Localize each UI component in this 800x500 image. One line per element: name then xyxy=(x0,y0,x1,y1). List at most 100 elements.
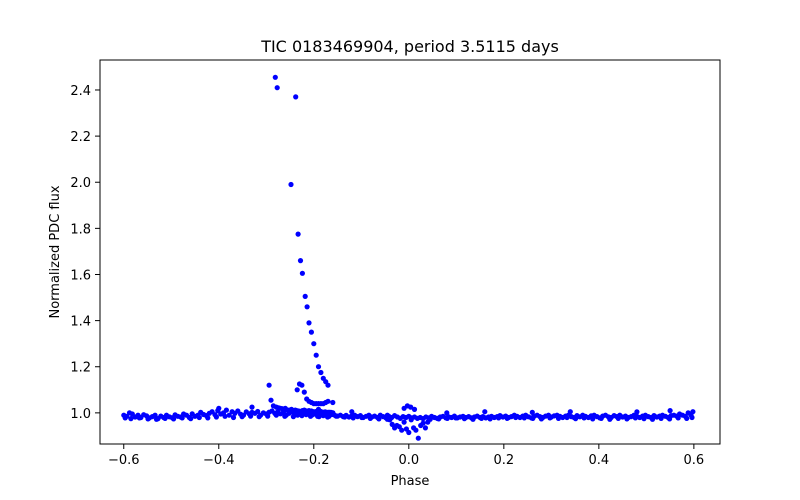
data-point xyxy=(153,416,160,422)
data-point xyxy=(342,414,348,420)
data-point xyxy=(152,412,158,418)
data-point xyxy=(420,420,426,426)
data-point xyxy=(413,427,419,433)
y-axis: 1.0 1.2 1.4 1.6 1.8 2.0 2.2 2.4 xyxy=(70,84,100,422)
data-point xyxy=(266,382,272,388)
data-point xyxy=(248,413,254,419)
data-point xyxy=(302,293,308,299)
data-point xyxy=(265,413,271,419)
data-point xyxy=(367,415,373,421)
data-point xyxy=(350,415,356,421)
x-tick-label: −0.2 xyxy=(298,453,330,468)
data-point xyxy=(359,414,365,421)
x-axis-label: Phase xyxy=(391,474,430,489)
data-point xyxy=(299,270,305,276)
data-point xyxy=(293,94,299,100)
data-point xyxy=(547,415,553,421)
data-point xyxy=(255,408,261,415)
data-point xyxy=(196,414,202,421)
data-point xyxy=(411,406,418,412)
data-point xyxy=(282,413,288,419)
data-point xyxy=(274,85,280,91)
data-point xyxy=(581,415,587,421)
y-tick-label: 2.4 xyxy=(70,84,91,99)
data-point xyxy=(408,404,414,410)
data-point xyxy=(667,416,673,422)
plot-frame xyxy=(99,59,721,445)
data-point xyxy=(689,414,695,421)
data-point xyxy=(436,416,442,422)
data-points xyxy=(121,74,696,441)
y-tick-label: 1.2 xyxy=(70,361,91,376)
data-point xyxy=(530,415,536,421)
data-point xyxy=(487,416,493,422)
data-point xyxy=(567,409,573,415)
data-point xyxy=(684,415,690,421)
data-point xyxy=(308,329,314,335)
data-point xyxy=(213,414,219,420)
data-point xyxy=(268,397,274,403)
y-tick-label: 2.0 xyxy=(70,176,91,191)
data-point xyxy=(444,415,450,421)
data-point xyxy=(318,369,324,376)
data-point xyxy=(478,415,485,421)
data-point xyxy=(422,425,428,431)
data-point xyxy=(256,414,262,420)
data-point xyxy=(607,416,613,422)
y-tick-label: 1.6 xyxy=(70,268,91,283)
data-point xyxy=(376,416,382,422)
data-point xyxy=(649,416,656,422)
data-point xyxy=(504,415,510,421)
data-point xyxy=(615,415,621,421)
data-point xyxy=(306,320,312,326)
data-point xyxy=(307,413,314,419)
data-point xyxy=(325,414,331,420)
y-tick-label: 1.8 xyxy=(70,222,91,237)
data-point xyxy=(304,396,310,402)
data-point xyxy=(675,415,681,421)
data-point xyxy=(272,74,278,80)
data-point xyxy=(496,415,502,421)
data-point xyxy=(216,405,222,411)
x-axis: −0.6 −0.4 −0.2 0.0 0.2 0.4 0.6 xyxy=(108,444,704,468)
data-point xyxy=(136,415,142,421)
data-point xyxy=(330,410,336,416)
data-point xyxy=(301,389,307,395)
data-point xyxy=(171,416,177,422)
data-point xyxy=(288,181,294,188)
data-point xyxy=(632,415,639,421)
data-point xyxy=(311,341,317,347)
x-tick-label: −0.4 xyxy=(203,453,235,468)
data-point xyxy=(226,412,232,418)
x-tick-label: −0.6 xyxy=(108,453,140,468)
data-point xyxy=(223,407,229,413)
data-point xyxy=(297,258,304,264)
data-point xyxy=(641,416,647,422)
data-point xyxy=(690,409,696,415)
data-point xyxy=(401,419,407,425)
y-tick-label: 2.2 xyxy=(70,130,91,145)
data-point xyxy=(453,415,459,421)
data-point xyxy=(162,415,168,421)
data-point xyxy=(313,352,319,358)
data-point xyxy=(634,409,640,415)
data-point xyxy=(222,413,228,419)
data-point xyxy=(295,231,301,237)
data-point xyxy=(122,415,128,421)
data-point xyxy=(427,416,433,422)
data-point xyxy=(521,415,527,421)
data-point xyxy=(128,416,134,422)
data-point xyxy=(349,409,355,415)
data-point xyxy=(564,414,570,421)
data-point xyxy=(384,412,390,418)
x-tick-label: 0.4 xyxy=(589,453,610,468)
data-point xyxy=(333,413,339,419)
data-point xyxy=(408,417,414,423)
data-point xyxy=(304,304,310,310)
data-point xyxy=(290,414,296,420)
data-point xyxy=(590,416,596,422)
data-point xyxy=(529,409,535,415)
data-point xyxy=(573,416,579,422)
data-point xyxy=(658,415,664,421)
data-point xyxy=(482,409,488,415)
